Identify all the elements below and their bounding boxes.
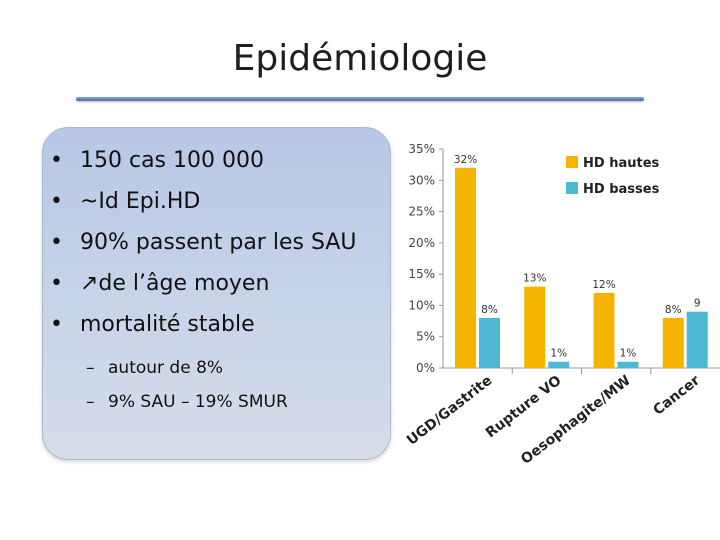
title-underline bbox=[76, 97, 644, 101]
bar-hd-basses bbox=[617, 361, 639, 368]
bar-hd-hautes bbox=[593, 292, 615, 368]
x-tick-label: UGD/Gastrite bbox=[404, 373, 495, 449]
y-tick-label: 10% bbox=[408, 298, 435, 312]
y-tick-label: 35% bbox=[408, 142, 435, 156]
data-label: 13% bbox=[523, 273, 546, 285]
bullet-dot: • bbox=[50, 189, 63, 214]
legend-swatch bbox=[566, 156, 578, 168]
bullet-dot: • bbox=[50, 312, 63, 337]
bullet-panel bbox=[42, 127, 391, 460]
bar-hd-basses bbox=[686, 311, 708, 368]
bullet-dot: • bbox=[50, 148, 63, 173]
bullet-dot: • bbox=[50, 271, 63, 296]
x-tick-label: Cancer bbox=[650, 372, 703, 418]
bullet-item: • ↗de l’âge moyen bbox=[50, 263, 390, 304]
bullet-item: • 150 cas 100 000 bbox=[50, 140, 390, 181]
bullet-text: 90% passent par les SAU bbox=[80, 230, 357, 255]
sub-bullet-dash: – bbox=[86, 392, 95, 412]
data-label: 8% bbox=[481, 304, 498, 316]
legend-label: HD basses bbox=[583, 182, 660, 197]
legend-swatch bbox=[566, 182, 578, 194]
bullet-dot: • bbox=[50, 230, 63, 255]
y-tick-label: 0% bbox=[416, 361, 435, 375]
y-tick-label: 25% bbox=[408, 205, 435, 219]
sub-bullet-dash: – bbox=[86, 358, 95, 378]
bullet-text: ↗de l’âge moyen bbox=[80, 271, 270, 296]
slide-title: Epidémiologie bbox=[232, 38, 488, 79]
sub-bullet-item: – autour de 8% bbox=[50, 351, 390, 385]
bullet-text: mortalité stable bbox=[80, 312, 255, 337]
bullet-item: • ~Id Epi.HD bbox=[50, 181, 390, 222]
bullet-list: • 150 cas 100 000 • ~Id Epi.HD • 90% passen… bbox=[50, 140, 390, 419]
legend-label: HD hautes bbox=[583, 156, 660, 171]
y-tick-label: 20% bbox=[408, 236, 435, 250]
bar-hd-basses bbox=[548, 361, 570, 368]
bullet-text: ~Id Epi.HD bbox=[80, 189, 201, 214]
data-label: 9 bbox=[694, 298, 701, 310]
bullet-item: • 90% passent par les SAU bbox=[50, 222, 390, 263]
bar-hd-hautes bbox=[662, 317, 684, 368]
y-tick-label: 5% bbox=[416, 330, 435, 344]
y-tick-label: 15% bbox=[408, 267, 435, 281]
bar-chart: 0% 5% 10% 15% 20% 25% 30% 35% 32% 8% UGD/Gastrite 1… bbox=[404, 142, 720, 468]
data-label: 12% bbox=[592, 279, 615, 291]
bar-hd-basses bbox=[479, 317, 500, 368]
bar-hd-hautes bbox=[455, 167, 476, 368]
data-label: 1% bbox=[550, 348, 567, 360]
bar-hd-hautes bbox=[524, 286, 546, 368]
sub-bullet-text: 9% SAU – 19% SMUR bbox=[108, 392, 288, 412]
data-label: 1% bbox=[620, 348, 637, 360]
data-label: 8% bbox=[665, 304, 682, 316]
data-label: 32% bbox=[454, 154, 477, 166]
y-tick-label: 30% bbox=[408, 173, 435, 187]
bullet-item: • mortalité stable bbox=[50, 304, 390, 345]
sub-bullet-text: autour de 8% bbox=[108, 358, 224, 378]
sub-bullet-item: –9% SAU – 19% SMUR bbox=[50, 385, 390, 419]
bullet-text: 150 cas 100 000 bbox=[80, 148, 264, 173]
